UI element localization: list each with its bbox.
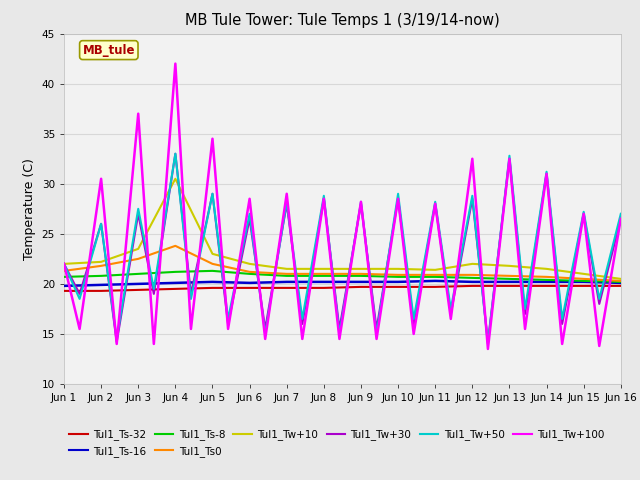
Legend: Tul1_Ts-32, Tul1_Ts-16, Tul1_Ts-8, Tul1_Ts0, Tul1_Tw+10, Tul1_Tw+30, Tul1_Tw+50,: Tul1_Ts-32, Tul1_Ts-16, Tul1_Ts-8, Tul1_… <box>69 430 604 456</box>
Title: MB Tule Tower: Tule Temps 1 (3/19/14-now): MB Tule Tower: Tule Temps 1 (3/19/14-now… <box>185 13 500 28</box>
Text: MB_tule: MB_tule <box>83 44 135 57</box>
Y-axis label: Temperature (C): Temperature (C) <box>23 158 36 260</box>
